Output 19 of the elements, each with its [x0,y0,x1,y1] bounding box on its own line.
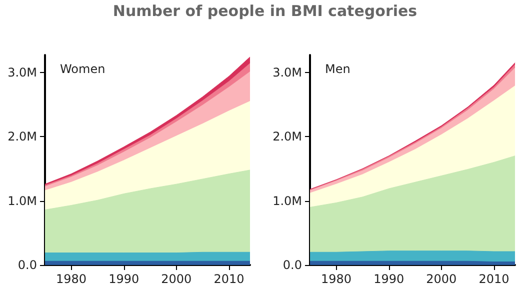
x-tick-label: 1990 [108,272,140,286]
text: Number of people in BMI categories [112,2,418,20]
x-tick-label: 2010 [478,272,510,286]
y-tick-label: 2.0M [272,130,302,144]
y-tick-label: 3.0M [272,65,302,80]
x-tick-label: 2010 [214,272,244,286]
x-tick-label: 1990 [374,272,404,286]
x-tick-label: 2000 [426,272,457,286]
text: Women [60,62,106,76]
y-tick-label: 3.0M [8,65,37,80]
y-tick-label: 1.0M [272,194,302,208]
text: Men [325,62,350,76]
x-tick-label: 2000 [161,272,192,286]
y-tick-label: 0.0 [18,258,37,272]
x-tick-label: 1980 [321,272,352,286]
x-tick-label: 1980 [56,272,87,286]
y-tick-label: 1.0M [8,194,37,208]
y-tick-label: 0.0 [282,258,302,272]
y-tick-label: 2.0M [8,130,37,144]
